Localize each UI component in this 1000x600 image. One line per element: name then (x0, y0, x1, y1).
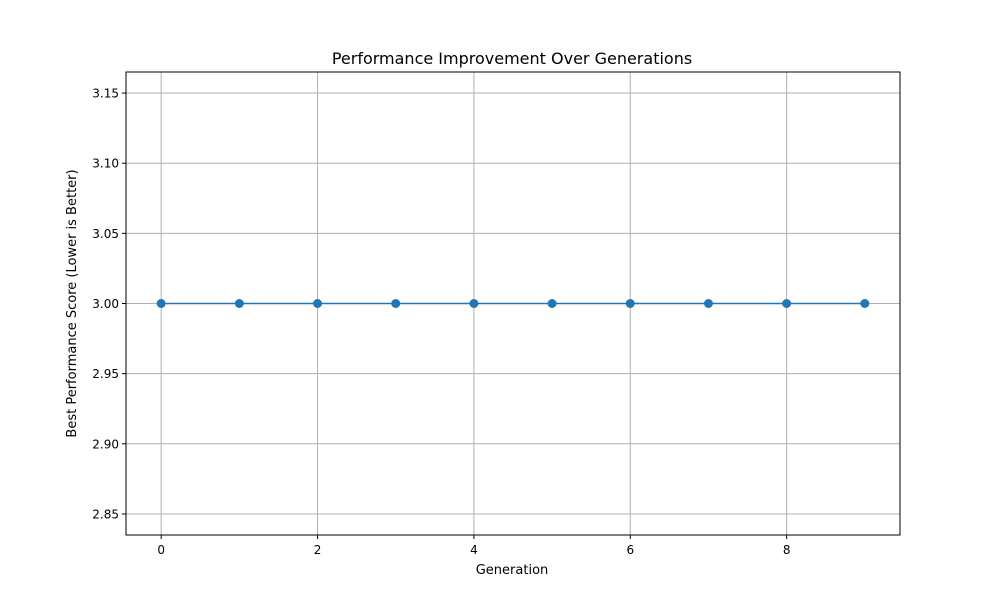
x-tick-label: 6 (626, 543, 634, 557)
x-tick-label: 8 (783, 543, 791, 557)
series-layer (156, 299, 870, 308)
x-axis-label: Generation (476, 563, 549, 578)
data-point (156, 299, 166, 308)
data-point (469, 299, 479, 308)
y-tick-label: 3.10 (92, 157, 119, 171)
y-axis-ticks: 2.85 2.90 2.95 3.00 3.05 3.10 3.15 (92, 87, 126, 521)
x-tick-label: 4 (470, 543, 478, 557)
y-tick-label: 2.95 (92, 367, 119, 381)
data-point (625, 299, 635, 308)
data-point (391, 299, 401, 308)
y-tick-label: 3.05 (92, 227, 119, 241)
y-tick-label: 3.00 (92, 297, 119, 311)
x-tick-label: 0 (157, 543, 165, 557)
x-axis-ticks: 0 2 4 6 8 (157, 535, 790, 557)
chart-title: Performance Improvement Over Generations (332, 49, 692, 68)
data-point (547, 299, 557, 308)
data-point (313, 299, 323, 308)
data-point (782, 299, 792, 308)
y-axis-label: Best Performance Score (Lower is Better) (65, 169, 80, 437)
data-point (703, 299, 713, 308)
x-tick-label: 2 (314, 543, 322, 557)
y-tick-label: 3.15 (92, 87, 119, 101)
data-point (860, 299, 870, 308)
y-tick-label: 2.90 (92, 437, 119, 451)
y-tick-label: 2.85 (92, 507, 119, 521)
data-point (234, 299, 244, 308)
